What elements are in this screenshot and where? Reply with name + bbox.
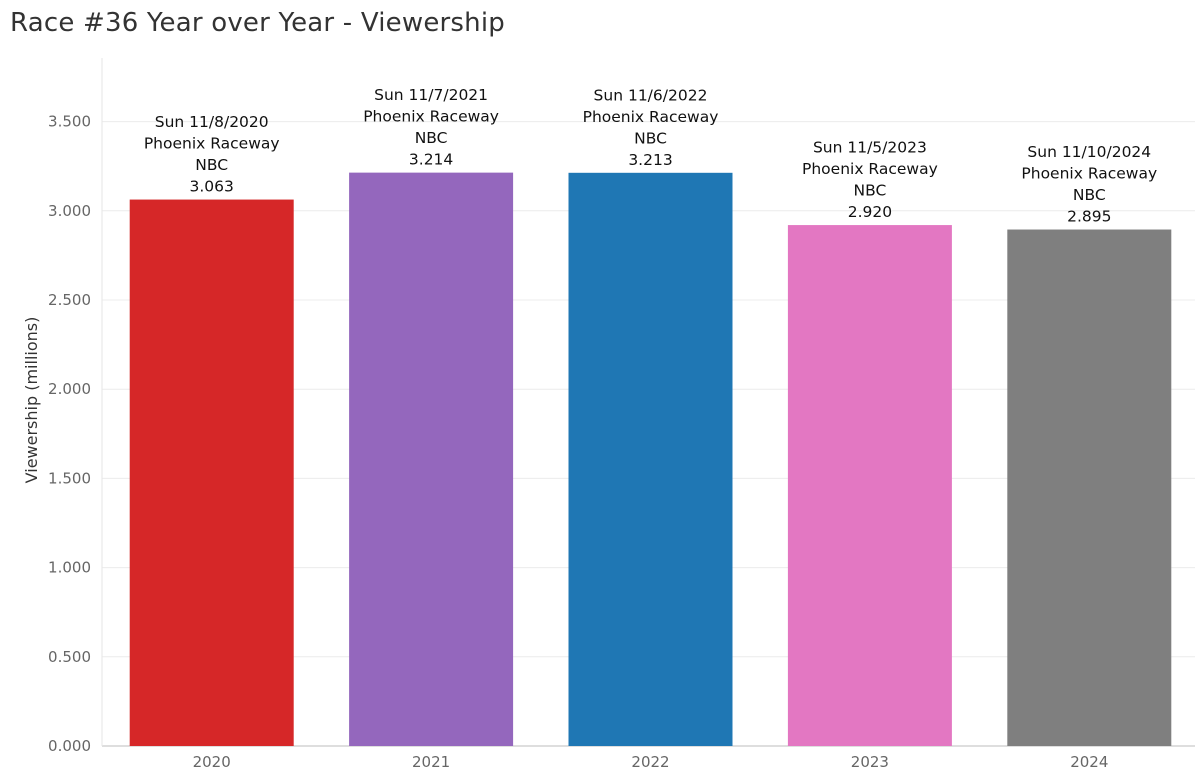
- y-tick-label: 2.000: [48, 380, 91, 398]
- data-value-label: 3.063: [190, 178, 234, 196]
- data-annotation-line: Sun 11/5/2023: [813, 139, 927, 157]
- data-value-label: 3.213: [628, 151, 672, 169]
- data-annotation-line: Sun 11/8/2020: [155, 113, 269, 131]
- x-tick-label: 2021: [412, 753, 450, 771]
- bar-2024: [1007, 229, 1172, 747]
- data-annotation-line: NBC: [1073, 186, 1106, 204]
- data-annotation-line: NBC: [195, 156, 228, 174]
- y-tick-label: 1.000: [48, 559, 91, 577]
- data-annotation-line: Sun 11/10/2024: [1027, 143, 1151, 161]
- data-annotation-line: NBC: [415, 129, 448, 147]
- bar-2021: [349, 172, 514, 746]
- data-annotation-line: NBC: [634, 129, 667, 147]
- data-annotation-line: Phoenix Raceway: [1021, 165, 1157, 183]
- chart-title: Race #36 Year over Year - Viewership: [10, 8, 505, 38]
- data-annotation-line: Phoenix Raceway: [363, 108, 499, 126]
- data-annotation-line: Phoenix Raceway: [583, 108, 719, 126]
- y-tick-label: 3.000: [48, 202, 91, 220]
- data-labels: Sun 11/8/2020 Phoenix Raceway NBC 3.063 Sun …: [144, 86, 1157, 225]
- data-value-label: 2.895: [1067, 208, 1111, 226]
- data-annotation-line: Phoenix Raceway: [802, 160, 938, 178]
- x-tick-label: 2022: [631, 753, 669, 771]
- x-tick-label: 2024: [1070, 753, 1108, 771]
- data-value-label: 2.920: [848, 203, 892, 221]
- y-tick-label: 0.500: [48, 648, 91, 666]
- x-tick-label: 2020: [193, 753, 231, 771]
- y-tick-label: 0.000: [48, 737, 91, 755]
- x-tick-label: 2023: [851, 753, 889, 771]
- data-annotation-line: NBC: [854, 182, 887, 200]
- y-tick-label: 1.500: [48, 469, 91, 487]
- y-tick-label: 2.500: [48, 291, 91, 309]
- bars: [129, 172, 1172, 747]
- bar-2022: [568, 172, 733, 747]
- bar-2023: [787, 225, 952, 746]
- axes: 0.000 0.500 1.000 1.500 2.000 2.500 3.000 3.500…: [48, 58, 1108, 771]
- data-annotation-line: Sun 11/7/2021: [374, 86, 488, 104]
- data-annotation-line: Phoenix Raceway: [144, 135, 280, 153]
- bar-2020: [129, 199, 294, 747]
- y-tick-label: 3.500: [48, 113, 91, 131]
- data-value-label: 3.214: [409, 151, 453, 169]
- data-annotation-line: Sun 11/6/2022: [594, 86, 708, 104]
- y-axis-label: Viewership (millions): [22, 317, 41, 484]
